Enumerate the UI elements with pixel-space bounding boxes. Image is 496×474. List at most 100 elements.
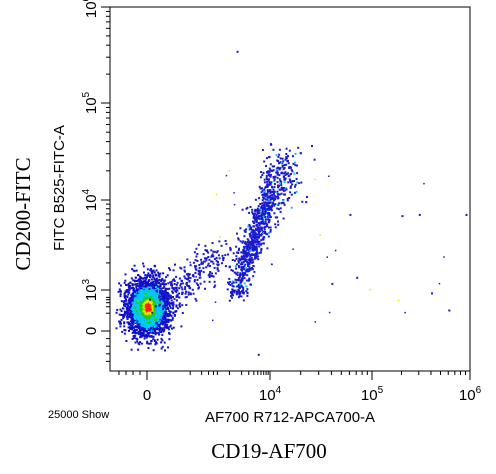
event-dot: [202, 267, 205, 270]
event-dot: [284, 193, 286, 196]
event-dot: [160, 341, 163, 344]
event-dot: [162, 312, 165, 315]
event-dot: [245, 258, 248, 261]
event-dot: [172, 312, 175, 315]
event-dot: [257, 255, 259, 258]
event-dot: [133, 307, 136, 310]
event-dot: [166, 313, 169, 315]
event-dot: [142, 318, 145, 321]
event-dot: [123, 329, 126, 331]
event-dot: [252, 234, 255, 237]
event-dot: [132, 301, 135, 304]
event-dot: [147, 284, 150, 286]
event-dot: [248, 266, 251, 269]
event-dot: [132, 329, 135, 332]
event-dot: [202, 253, 205, 256]
event-dot: [266, 190, 269, 193]
event-dot: [235, 245, 238, 248]
event-dot: [260, 191, 263, 194]
event-dot: [397, 299, 400, 302]
event-dot: [157, 287, 159, 290]
event-dot: [266, 192, 269, 195]
event-dot: [154, 274, 157, 277]
event-dot: [253, 248, 256, 251]
event-dot: [266, 183, 269, 186]
event-dot: [294, 183, 297, 186]
event-dot: [136, 325, 139, 328]
event-dot: [273, 179, 276, 182]
event-dot: [301, 200, 304, 203]
event-dot: [132, 311, 135, 314]
event-dot: [207, 256, 210, 258]
event-dot: [147, 304, 150, 307]
event-dot: [185, 273, 188, 276]
event-dot: [153, 329, 156, 332]
event-dot: [155, 311, 158, 314]
event-dot: [120, 314, 123, 316]
event-dot: [117, 290, 120, 293]
y-tick-label: 105: [81, 91, 100, 114]
event-dot: [194, 266, 197, 269]
event-dot: [134, 330, 137, 333]
event-dot: [241, 285, 243, 288]
event-dot: [153, 309, 156, 311]
event-dot: [273, 186, 276, 189]
event-dot: [119, 295, 122, 298]
event-dot: [282, 217, 285, 220]
event-dot: [167, 328, 170, 331]
event-dot: [151, 282, 154, 285]
event-dot: [248, 224, 251, 226]
event-dot: [123, 304, 125, 306]
event-dot: [288, 149, 291, 152]
event-dot: [123, 322, 126, 325]
event-dot: [275, 168, 278, 171]
event-dot: [163, 326, 166, 329]
event-dot: [265, 165, 267, 167]
event-dot: [175, 296, 178, 298]
event-dot: [145, 306, 147, 309]
event-dot: [189, 292, 192, 295]
event-dot: [143, 271, 145, 274]
event-dot: [156, 338, 159, 341]
event-dot: [255, 217, 258, 220]
event-dot: [235, 278, 238, 281]
event-dot: [133, 337, 136, 339]
event-dot: [142, 281, 145, 284]
event-dot: [263, 188, 266, 191]
event-dot: [288, 178, 291, 181]
event-dot: [271, 201, 274, 204]
event-dot: [166, 296, 169, 299]
event-dot: [126, 306, 129, 309]
event-dot: [210, 255, 213, 258]
event-dot: [268, 202, 270, 205]
event-dot: [259, 218, 262, 221]
event-dot: [254, 212, 256, 215]
event-dot: [284, 171, 287, 174]
event-dot: [125, 284, 127, 286]
event-dot: [277, 167, 280, 170]
event-dot: [143, 306, 146, 309]
event-dot: [188, 273, 191, 276]
event-dot: [273, 194, 276, 197]
event-dot: [197, 270, 200, 272]
event-dot: [264, 201, 267, 204]
event-dot: [237, 291, 240, 294]
event-dot: [151, 286, 154, 289]
event-dot: [245, 242, 248, 245]
event-dot: [118, 288, 121, 291]
event-dot: [261, 226, 264, 229]
event-dot: [238, 285, 241, 288]
event-dot: [269, 195, 272, 198]
event-dot: [404, 311, 406, 314]
event-dot: [150, 270, 153, 273]
event-dot: [153, 326, 156, 328]
event-dot: [147, 272, 150, 275]
event-dot: [278, 184, 280, 187]
event-dot: [137, 274, 140, 277]
event-dot: [161, 304, 164, 307]
event-dot: [244, 252, 246, 255]
event-dot: [267, 218, 269, 221]
event-dot: [204, 244, 207, 247]
event-dot: [137, 292, 140, 295]
event-dot: [251, 208, 254, 211]
